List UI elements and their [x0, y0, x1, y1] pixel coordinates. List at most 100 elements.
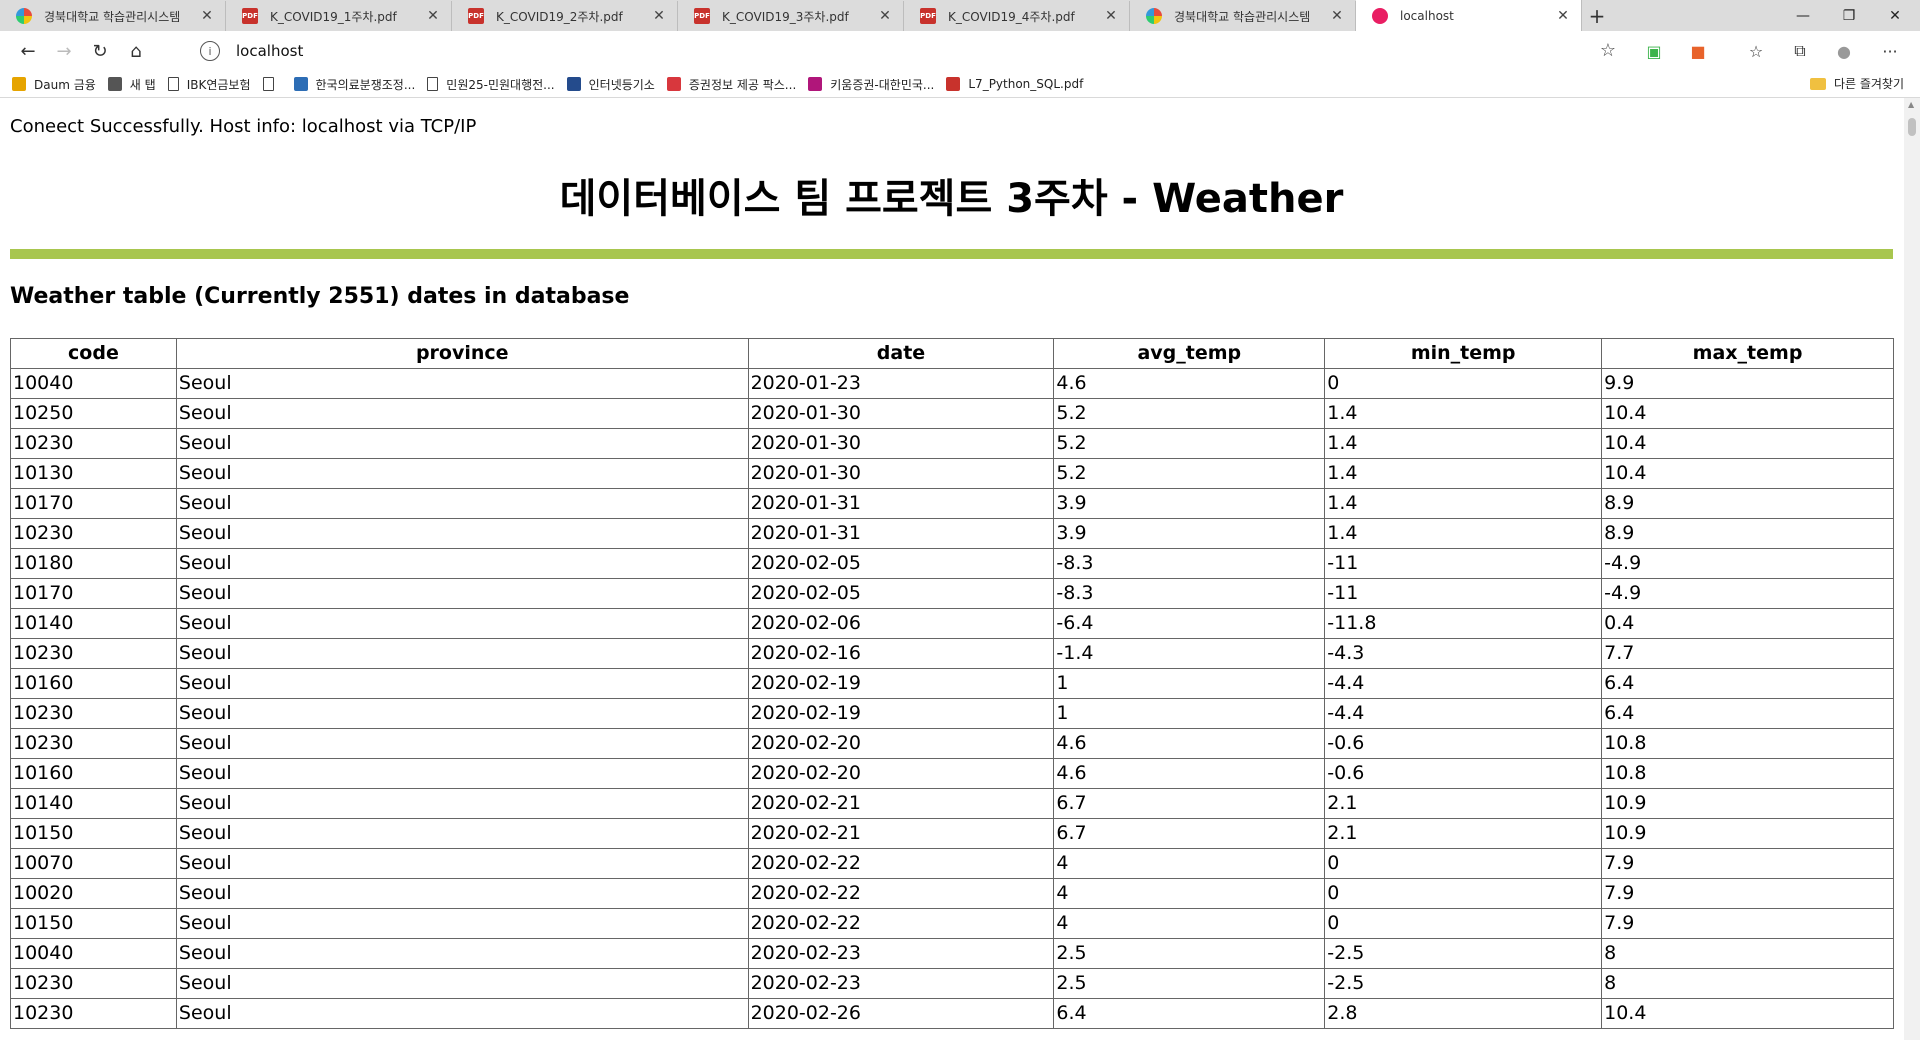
address-url[interactable]: localhost [236, 42, 304, 60]
home-icon[interactable]: ⌂ [130, 40, 142, 62]
table-cell: Seoul [175, 458, 749, 489]
tab-title: 경북대학교 학습관리시스템 [44, 9, 181, 24]
tab-close-icon[interactable]: ✕ [1557, 7, 1569, 24]
vertical-scrollbar[interactable]: ▲ [1904, 98, 1920, 1040]
other-favorites[interactable]: 다른 즐겨찾기 [1809, 75, 1904, 92]
scrollbar-thumb[interactable] [1908, 118, 1916, 136]
table-cell: 2.1 [1324, 818, 1603, 849]
bookmark-item[interactable]: 키움증권-대한민국... [808, 76, 934, 93]
table-cell: Seoul [175, 728, 749, 759]
bookmark-item[interactable]: IBK연금보험 [167, 76, 251, 93]
table-row: 10230 Seoul 2020-02-16 -1.4 -4.3 7.7 [10, 638, 1894, 669]
table-cell: 2020-02-16 [747, 638, 1055, 669]
table-cell: 2020-02-22 [747, 908, 1055, 939]
table-cell: Seoul [175, 788, 749, 819]
tab-close-icon[interactable]: ✕ [1105, 8, 1117, 24]
tab-item[interactable]: 경북대학교 학습관리시스템 ✕ [0, 1, 226, 31]
table-cell: 2020-01-30 [747, 458, 1055, 489]
bookmark-item[interactable]: 한국의료분쟁조정... [293, 76, 415, 93]
tab-title: localhost [1400, 8, 1454, 23]
bookmark-item[interactable]: 증권정보 제공 팍스... [666, 76, 797, 93]
extension-icon[interactable]: ■ [1690, 41, 1706, 61]
table-row: 10140 Seoul 2020-02-21 6.7 2.1 10.9 [10, 788, 1894, 819]
table-cell: Seoul [175, 998, 749, 1029]
table-cell: 6.4 [1601, 668, 1894, 699]
table-cell: Seoul [175, 848, 749, 879]
back-icon[interactable]: ← [20, 40, 36, 62]
table-cell: 4.6 [1053, 728, 1326, 759]
table-cell: 1.4 [1324, 488, 1603, 519]
table-cell: -8.3 [1053, 548, 1326, 579]
table-cell: 10150 [10, 818, 177, 849]
bookmark-item[interactable]: 새 탭 [107, 76, 156, 93]
tab-item[interactable]: localhost ✕ [1356, 0, 1582, 31]
table-row: 10230 Seoul 2020-01-31 3.9 1.4 8.9 [10, 518, 1894, 549]
favorites-icon[interactable]: ☆ [1748, 41, 1764, 61]
collections-icon[interactable]: ⧉ [1794, 41, 1806, 60]
bookmark-label: L7_Python_SQL.pdf [968, 77, 1084, 91]
table-cell: 10.8 [1601, 728, 1894, 759]
table-cell: 10170 [10, 578, 177, 609]
tab-close-icon[interactable]: ✕ [427, 8, 439, 24]
pdf-icon: PDF [242, 8, 258, 24]
tab-item[interactable]: PDF K_COVID19_3주차.pdf ✕ [678, 1, 904, 31]
tab-close-icon[interactable]: ✕ [879, 8, 891, 24]
tab-item[interactable]: PDF K_COVID19_4주차.pdf ✕ [904, 1, 1130, 31]
table-cell: -0.6 [1324, 728, 1603, 759]
table-cell: 8.9 [1601, 518, 1894, 549]
tab-title: 경북대학교 학습관리시스템 [1174, 9, 1311, 24]
column-header: min_temp [1324, 338, 1603, 369]
table-cell: 10.4 [1601, 998, 1894, 1029]
address-bar[interactable]: i localhost ☆ [188, 35, 1628, 67]
table-row: 10040 Seoul 2020-02-23 2.5 -2.5 8 [10, 938, 1894, 969]
table-cell: 3.9 [1053, 488, 1326, 519]
table-cell: 2020-01-31 [747, 518, 1055, 549]
bookmark-item[interactable]: 인터넷등기소 [566, 76, 655, 93]
minimize-icon[interactable]: — [1796, 7, 1810, 24]
more-menu-icon[interactable]: ··· [1882, 41, 1898, 61]
table-cell: 2.8 [1324, 998, 1603, 1029]
table-cell: 2020-02-05 [747, 548, 1055, 579]
new-tab-button[interactable]: + [1588, 4, 1606, 28]
pdf-icon: PDF [468, 8, 484, 24]
tab-close-icon[interactable]: ✕ [1331, 8, 1343, 24]
tab-close-icon[interactable]: ✕ [653, 8, 665, 24]
site-info-icon[interactable]: i [200, 41, 220, 61]
table-cell: -11.8 [1324, 608, 1603, 639]
bookmark-label: 증권정보 제공 팍스... [688, 77, 797, 92]
bookmark-label: 키움증권-대한민국... [830, 77, 935, 92]
tab-close-icon[interactable]: ✕ [201, 8, 213, 24]
scroll-up-icon[interactable]: ▲ [1908, 100, 1915, 109]
table-cell: Seoul [175, 398, 749, 429]
table-cell: Seoul [175, 578, 749, 609]
bookmark-label: Daum 금융 [34, 77, 96, 92]
tab-item[interactable]: PDF K_COVID19_2주차.pdf ✕ [452, 1, 678, 31]
table-cell: Seoul [175, 968, 749, 999]
close-window-icon[interactable]: ✕ [1889, 7, 1901, 24]
page-content: Coneect Successfully. Host info: localho… [0, 98, 1904, 1040]
knu-logo-icon [1146, 8, 1162, 24]
bookmark-item[interactable]: Daum 금융 [12, 76, 96, 93]
table-cell: 2020-02-20 [747, 758, 1055, 789]
table-cell: Seoul [175, 368, 749, 399]
restore-icon[interactable]: ❐ [1842, 7, 1856, 24]
bookmark-item[interactable]: 민원25-민원대행전... [427, 76, 555, 93]
bookmark-item[interactable]: L7_Python_SQL.pdf [946, 77, 1083, 91]
tab-item[interactable]: 경북대학교 학습관리시스템 ✕ [1130, 1, 1356, 31]
table-cell: 2020-01-30 [747, 398, 1055, 429]
table-row: 10230 Seoul 2020-02-20 4.6 -0.6 10.8 [10, 728, 1894, 759]
table-cell: 2020-01-31 [747, 488, 1055, 519]
profile-avatar-icon[interactable]: ● [1837, 41, 1851, 61]
table-cell: 10150 [10, 908, 177, 939]
bookmark-item[interactable] [262, 77, 282, 91]
table-cell: 2020-02-22 [747, 848, 1055, 879]
table-cell: 7.9 [1601, 908, 1894, 939]
table-row: 10020 Seoul 2020-02-22 4 0 7.9 [10, 878, 1894, 909]
table-cell: Seoul [175, 608, 749, 639]
tab-item[interactable]: PDF K_COVID19_1주차.pdf ✕ [226, 1, 452, 31]
extension-icon[interactable]: ▣ [1646, 41, 1662, 61]
favorite-star-icon[interactable]: ☆ [1599, 40, 1616, 61]
table-cell: -4.4 [1324, 698, 1603, 729]
refresh-icon[interactable]: ↻ [92, 40, 108, 62]
forward-icon[interactable]: → [56, 40, 72, 62]
